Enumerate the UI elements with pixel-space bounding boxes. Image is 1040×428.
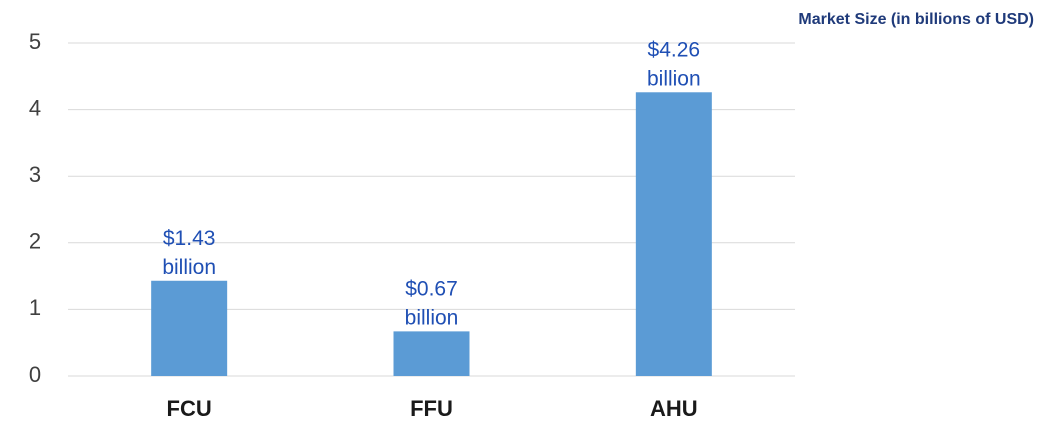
y-tick-label: 2	[29, 229, 41, 254]
y-tick-label: 3	[29, 162, 41, 187]
value-label: $0.67 billion	[405, 277, 459, 329]
bar	[151, 280, 228, 376]
y-tick-label: 1	[29, 295, 41, 320]
y-tick-label: 5	[29, 29, 41, 54]
chart-title: Market Size (in billions of USD)	[798, 11, 1034, 28]
x-tick-label: FCU	[167, 396, 212, 421]
x-tick-label: FFU	[410, 396, 453, 421]
y-tick-label: 0	[29, 362, 41, 387]
value-label: $1.43 billion	[162, 226, 216, 278]
bar	[635, 92, 712, 376]
value-label: $4.26 billion	[647, 38, 701, 90]
y-tick-label: 4	[29, 95, 41, 120]
x-tick-label: AHU	[650, 396, 698, 421]
bar	[393, 331, 470, 376]
